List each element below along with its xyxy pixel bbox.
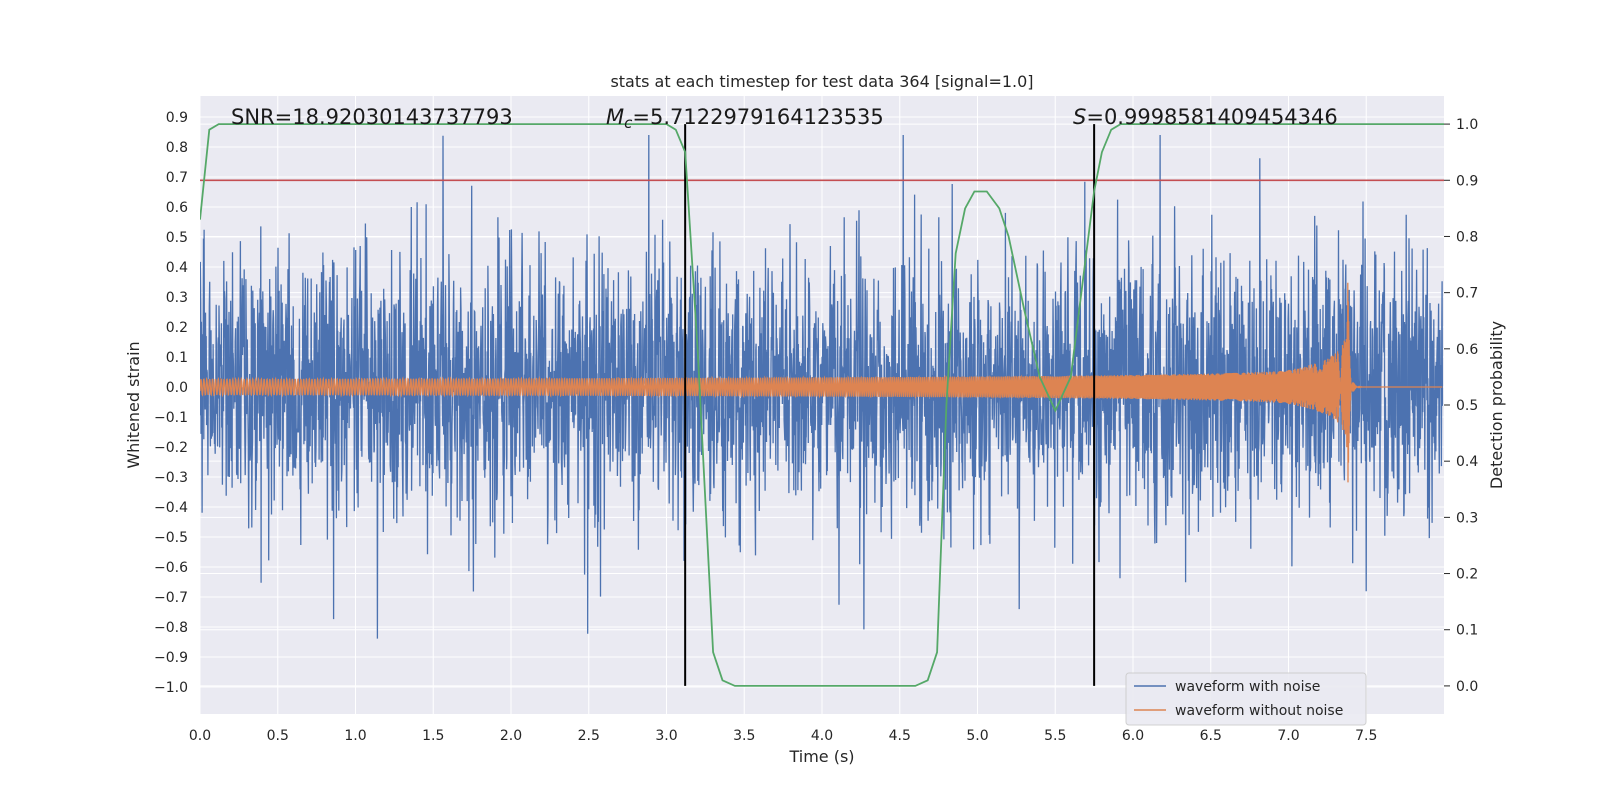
x-tick-label: 0.0 [189,728,211,744]
x-tick-label: 6.5 [1200,728,1222,744]
x-tick-label: 6.0 [1122,728,1144,744]
x-tick-label: 7.5 [1355,728,1377,744]
y-right-tick-label: 0.6 [1456,342,1478,358]
detection-probability-series [200,123,1444,687]
x-tick-label: 4.0 [811,728,833,744]
x-tick-label: 3.0 [655,728,677,744]
y-right-tick-label: 0.3 [1456,510,1478,526]
snr-annotation: SNR=18.92030143737793 [231,105,513,129]
y-left-tick-label: −0.7 [154,590,188,606]
y-left-tick-label: 0.0 [166,380,188,396]
y-axis-left: 0.9 0.8 0.7 0.6 0.5 0.4 0.3 0.2 0.1 0.0 −0.1 −0.2 −0… [154,110,188,696]
y-right-tick-label: 0.1 [1456,623,1478,639]
x-tick-label: 3.5 [733,728,755,744]
y-axis-right-label: Detection probability [1487,321,1506,489]
y-left-tick-label: −0.6 [154,560,188,576]
x-tick-label: 2.5 [578,728,600,744]
y-left-tick-label: −0.4 [154,500,188,516]
x-tick-label: 1.5 [422,728,444,744]
y-right-tick-label: 0.2 [1456,567,1478,583]
x-tick-label: 4.5 [889,728,911,744]
plot-area [200,123,1444,687]
y-left-tick-label: 0.5 [166,230,188,246]
legend-clean-label: waveform without noise [1175,703,1343,719]
y-right-tick-label: 0.8 [1456,229,1478,245]
y-left-tick-label: 0.6 [166,200,188,216]
y-left-tick-label: 0.4 [166,260,188,276]
y-left-tick-label: −0.1 [154,410,188,426]
y-left-tick-label: 0.1 [166,350,188,366]
y-left-tick-label: 0.2 [166,320,188,336]
y-left-tick-label: −0.5 [154,530,188,546]
x-tick-label: 2.0 [500,728,522,744]
y-left-tick-label: −0.2 [154,440,188,456]
y-left-tick-label: −0.9 [154,650,188,666]
x-tick-label: 7.0 [1277,728,1299,744]
y-left-tick-label: 0.8 [166,140,188,156]
y-left-tick-label: −0.3 [154,470,188,486]
y-left-tick-label: 0.7 [166,170,188,186]
y-axis-left-label: Whitened strain [124,341,143,468]
y-left-tick-label: 0.9 [166,110,188,126]
x-tick-label: 1.0 [344,728,366,744]
y-right-tick-label: 0.5 [1456,398,1478,414]
x-axis-label: Time (s) [788,747,854,766]
chart-title: stats at each timestep for test data 364… [610,72,1033,91]
y-right-tick-label: 0.0 [1456,679,1478,695]
x-tick-label: 5.0 [966,728,988,744]
y-axis-right: 1.0 0.9 0.8 0.7 0.6 0.5 0.4 0.3 0.2 0.1 0.0 [1444,117,1478,695]
legend-noisy-label: waveform with noise [1175,679,1320,695]
y-left-tick-label: 0.3 [166,290,188,306]
chirp-mass-annotation: Mc=5.7122979164123535 [606,105,884,132]
score-annotation: S=0.9998581409454346 [1073,105,1338,129]
y-right-tick-label: 1.0 [1456,117,1478,133]
y-right-tick-label: 0.4 [1456,454,1478,470]
y-right-tick-label: 0.9 [1456,173,1478,189]
y-right-tick-label: 0.7 [1456,286,1478,302]
x-tick-label: 0.5 [267,728,289,744]
legend-box [1125,672,1367,726]
y-left-tick-label: −0.8 [154,620,188,636]
clean-waveform-series [200,282,1443,483]
legend: waveform with noise waveform without noi… [1125,672,1367,726]
y-left-tick-label: −1.0 [154,680,188,696]
x-axis: 0.0 0.5 1.0 1.5 2.0 2.5 3.0 3.5 4.0 4.5 5.0 5.5 6.0 6… [189,728,1378,744]
x-tick-label: 5.5 [1044,728,1066,744]
